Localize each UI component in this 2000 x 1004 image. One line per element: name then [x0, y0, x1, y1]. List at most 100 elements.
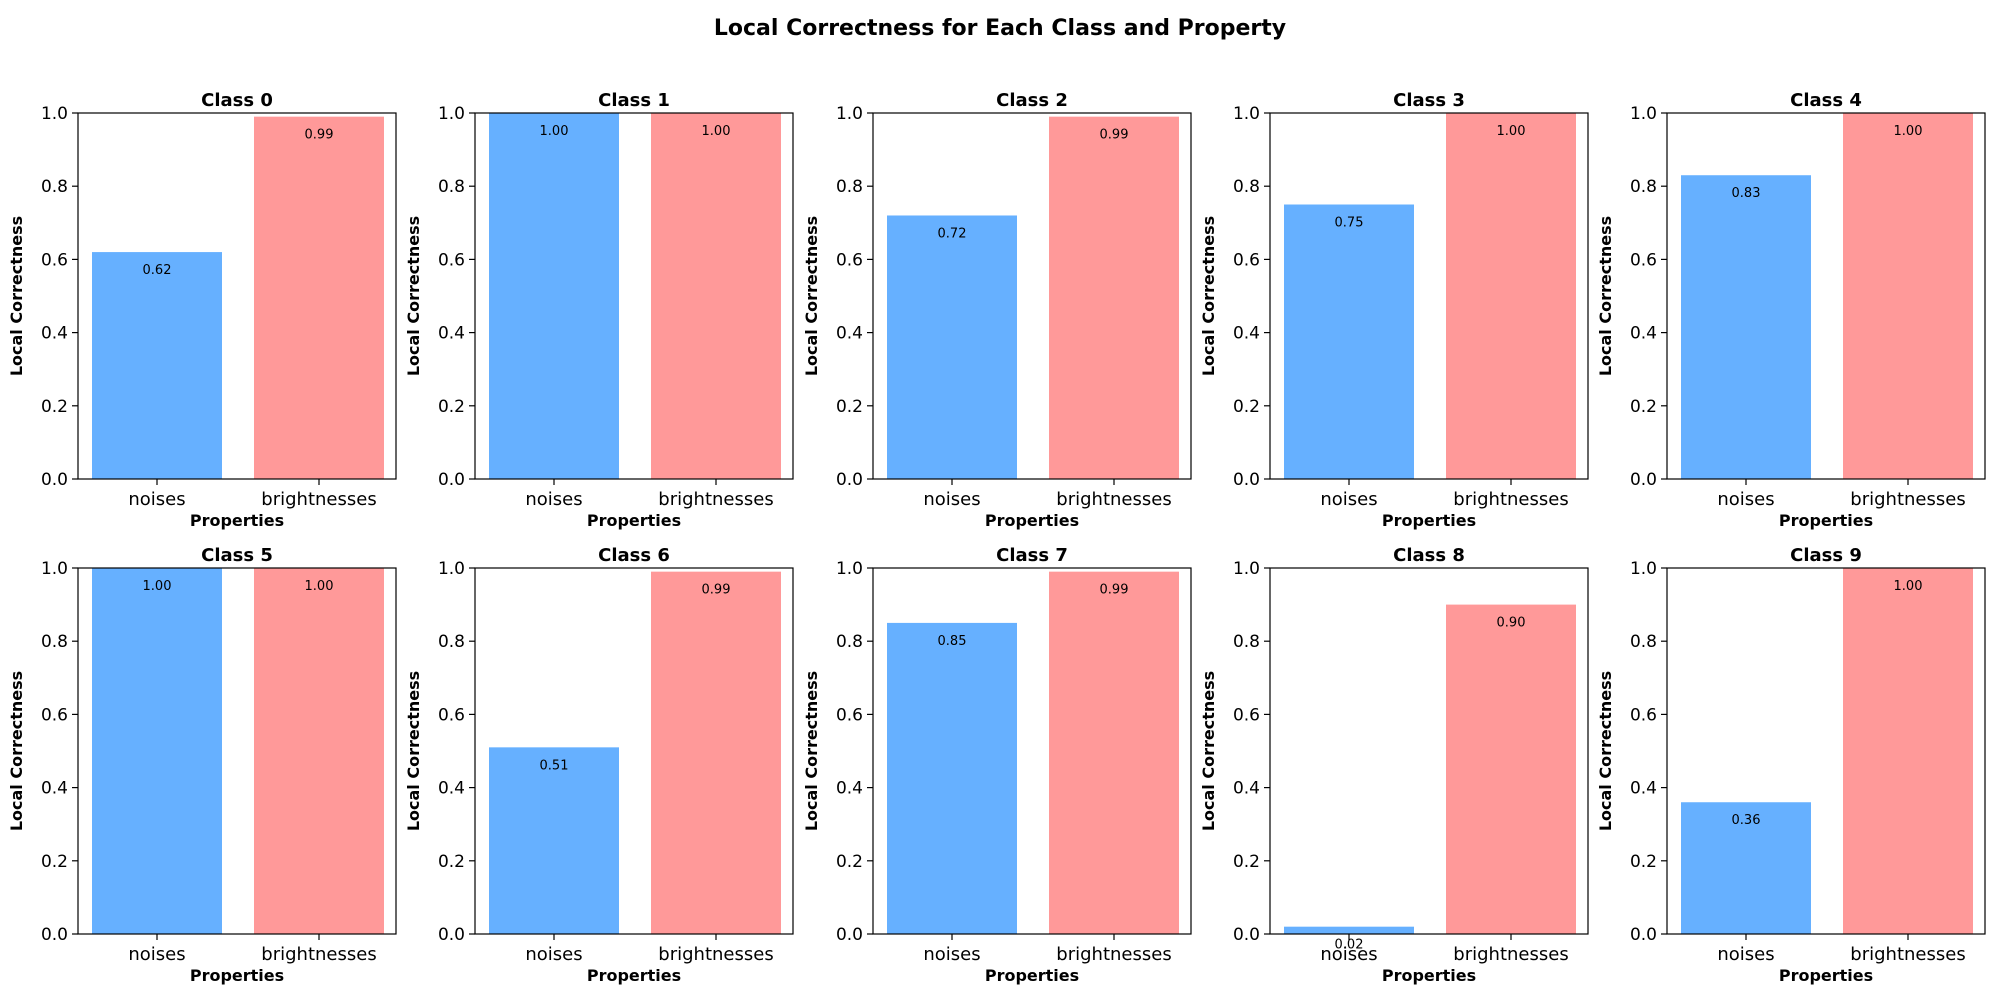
x-axis-label: Properties — [190, 511, 284, 530]
y-tick-label: 0.6 — [41, 250, 68, 270]
y-tick-label: 0.4 — [1630, 779, 1657, 799]
figure-title: Local Correctness for Each Class and Pro… — [714, 16, 1286, 41]
x-tick-label: noises — [1717, 944, 1774, 965]
y-tick-label: 0.2 — [1233, 852, 1260, 872]
y-tick-label: 0.4 — [1233, 324, 1260, 344]
y-tick-label: 1.0 — [836, 104, 863, 124]
subplot-class-8: 0.02 0.90 0.0 0.2 0.4 0.6 0.8 1.0 noises brightne… — [1199, 545, 1589, 985]
y-tick-label: 0.2 — [1630, 852, 1657, 872]
y-tick-label: 1.0 — [438, 559, 465, 579]
bar-brightnesses — [651, 113, 781, 479]
y-tick-label: 0.8 — [1233, 632, 1260, 652]
bar-value-label: 1.00 — [305, 579, 334, 594]
subplot-class-1: 1.00 1.00 0.0 0.2 0.4 0.6 0.8 1.0 noises brightne… — [404, 90, 794, 530]
bar-brightnesses — [1446, 113, 1576, 479]
subplot-title: Class 4 — [1790, 90, 1862, 111]
x-tick-label: noises — [525, 489, 582, 510]
x-tick-label: brightnesses — [261, 489, 376, 510]
bar-noises — [489, 113, 619, 479]
y-axis-label: Local Correctness — [404, 671, 423, 831]
x-axis-label: Properties — [1382, 511, 1476, 530]
y-tick-label: 0.6 — [836, 250, 863, 270]
x-tick-label: noises — [525, 944, 582, 965]
bar-value-label: 0.99 — [1100, 128, 1129, 143]
bar-brightnesses — [1049, 571, 1179, 934]
subplot-grid: 0.62 0.99 0.0 0.2 0.4 0.6 0.8 1.0 noises brightne… — [7, 90, 1986, 985]
x-tick-label: noises — [1320, 489, 1377, 510]
subplot-class-2: 0.72 0.99 0.0 0.2 0.4 0.6 0.8 1.0 noises brightne… — [802, 90, 1192, 530]
x-tick-label: noises — [1320, 944, 1377, 965]
y-axis-label: Local Correctness — [1199, 216, 1218, 376]
x-tick-label: noises — [923, 489, 980, 510]
y-axis-label: Local Correctness — [1199, 671, 1218, 831]
y-tick-label: 1.0 — [1630, 559, 1657, 579]
subplot-title: Class 8 — [1393, 545, 1465, 566]
plot-frame — [474, 567, 794, 935]
subplot-class-3: 0.75 1.00 0.0 0.2 0.4 0.6 0.8 1.0 noises brightne… — [1199, 90, 1589, 530]
plot-frame — [1269, 567, 1589, 935]
bar-brightnesses — [254, 116, 384, 479]
subplot-title: Class 2 — [996, 90, 1068, 111]
plot-frame — [1666, 112, 1986, 480]
bar-noises — [1284, 926, 1414, 934]
subplot-class-5: 1.00 1.00 0.0 0.2 0.4 0.6 0.8 1.0 noises brightne… — [7, 545, 397, 985]
y-tick-label: 1.0 — [1233, 104, 1260, 124]
bar-value-label: 1.00 — [143, 579, 172, 594]
bar-value-label: 0.99 — [1100, 583, 1129, 598]
subplot-title: Class 6 — [598, 545, 670, 566]
y-tick-label: 0.2 — [1630, 397, 1657, 417]
y-tick-label: 0.2 — [836, 852, 863, 872]
y-tick-label: 0.0 — [836, 925, 863, 945]
bar-noises — [1681, 802, 1811, 934]
y-tick-label: 0.0 — [438, 470, 465, 490]
y-tick-label: 0.0 — [41, 470, 68, 490]
subplot-title: Class 9 — [1790, 545, 1862, 566]
y-tick-label: 0.6 — [1233, 705, 1260, 725]
subplot-title: Class 3 — [1393, 90, 1465, 111]
bar-noises — [489, 747, 619, 934]
plot-frame — [1269, 112, 1589, 480]
subplot-class-6: 0.51 0.99 0.0 0.2 0.4 0.6 0.8 1.0 noises brightne… — [404, 545, 794, 985]
bar-brightnesses — [254, 568, 384, 934]
x-axis-label: Properties — [985, 511, 1079, 530]
y-axis-label: Local Correctness — [802, 671, 821, 831]
y-tick-label: 0.4 — [1630, 324, 1657, 344]
bar-value-label: 0.36 — [1732, 813, 1761, 828]
y-tick-label: 0.4 — [438, 324, 465, 344]
bar-value-label: 0.62 — [143, 263, 172, 278]
bar-value-label: 1.00 — [1497, 124, 1526, 139]
y-tick-label: 0.0 — [41, 925, 68, 945]
x-tick-label: brightnesses — [1056, 489, 1171, 510]
y-tick-label: 1.0 — [41, 559, 68, 579]
bar-value-label: 1.00 — [1894, 579, 1923, 594]
y-tick-label: 0.2 — [836, 397, 863, 417]
subplot-title: Class 7 — [996, 545, 1068, 566]
x-tick-label: brightnesses — [1056, 944, 1171, 965]
y-tick-label: 1.0 — [1233, 559, 1260, 579]
bar-value-label: 1.00 — [702, 124, 731, 139]
x-axis-label: Properties — [1382, 966, 1476, 985]
y-tick-label: 0.8 — [438, 632, 465, 652]
x-tick-label: brightnesses — [1453, 489, 1568, 510]
y-tick-label: 0.8 — [1630, 632, 1657, 652]
x-axis-label: Properties — [587, 966, 681, 985]
bar-noises — [92, 252, 222, 479]
x-axis-label: Properties — [985, 966, 1079, 985]
bar-brightnesses — [1446, 604, 1576, 934]
plot-frame — [77, 567, 397, 935]
x-tick-label: brightnesses — [658, 489, 773, 510]
subplot-title: Class 5 — [201, 545, 273, 566]
subplot-title: Class 0 — [201, 90, 273, 111]
bar-value-label: 0.99 — [702, 583, 731, 598]
y-tick-label: 0.0 — [1630, 925, 1657, 945]
y-tick-label: 0.4 — [438, 779, 465, 799]
y-tick-label: 0.6 — [1233, 250, 1260, 270]
bar-value-label: 0.02 — [1335, 938, 1364, 953]
bar-brightnesses — [1843, 568, 1973, 934]
y-tick-label: 0.2 — [41, 397, 68, 417]
y-tick-label: 0.4 — [836, 324, 863, 344]
bar-value-label: 0.90 — [1497, 616, 1526, 631]
y-tick-label: 0.8 — [836, 177, 863, 197]
x-axis-label: Properties — [1779, 966, 1873, 985]
